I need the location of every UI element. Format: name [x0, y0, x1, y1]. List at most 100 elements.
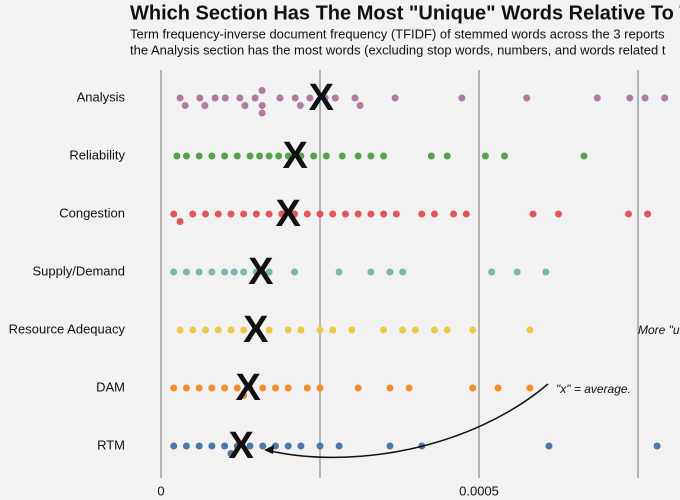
dot [338, 152, 346, 160]
y-label: DAM [96, 379, 125, 394]
dot [284, 326, 292, 334]
dot [341, 210, 349, 218]
subtitle: the Analysis section has the most words … [130, 42, 666, 57]
dot [271, 384, 279, 392]
dot [303, 210, 311, 218]
subtitle: Term frequency-inverse document frequenc… [130, 26, 665, 41]
dot [202, 210, 210, 218]
dot [258, 87, 266, 94]
dot [291, 94, 299, 102]
annotation: "x" = average. [556, 382, 631, 396]
dot [348, 326, 356, 334]
dot [399, 326, 407, 334]
dot [644, 210, 652, 218]
dot [418, 210, 426, 218]
dot [405, 384, 413, 392]
dot [195, 268, 203, 276]
dot [316, 210, 324, 218]
dot [296, 102, 304, 109]
dot [195, 152, 203, 160]
dot [335, 442, 343, 450]
dot [284, 384, 292, 392]
average-marker: X [243, 309, 269, 351]
dot [481, 152, 489, 160]
dot [354, 384, 362, 392]
x-tick-label: 0.0005 [459, 483, 499, 498]
dot [265, 268, 273, 276]
dot [310, 152, 318, 160]
dot [386, 384, 394, 392]
dot [450, 210, 458, 218]
dot [653, 442, 661, 450]
dot [443, 326, 451, 334]
dot [284, 442, 292, 450]
dot [523, 94, 531, 102]
dot [170, 384, 178, 392]
dot [367, 268, 375, 276]
dot [380, 152, 388, 160]
dot [624, 210, 632, 218]
average-marker: X [283, 135, 309, 177]
dot [322, 152, 330, 160]
y-label: Analysis [77, 89, 126, 104]
dot [201, 102, 209, 109]
dot [176, 326, 184, 334]
dot [170, 210, 178, 218]
dot [208, 442, 216, 450]
dot [240, 268, 248, 276]
dot [291, 268, 299, 276]
dot [367, 152, 375, 160]
dot [469, 326, 477, 334]
dot [331, 94, 339, 102]
dot [258, 102, 266, 109]
dot [392, 210, 400, 218]
dot [196, 94, 204, 102]
dot [236, 94, 244, 102]
dot [214, 210, 222, 218]
dot [189, 210, 197, 218]
dot [494, 384, 502, 392]
dot [240, 392, 248, 399]
dot [329, 326, 337, 334]
dot [221, 442, 229, 450]
dot [259, 442, 267, 450]
average-marker: X [309, 77, 335, 119]
dot [462, 210, 470, 218]
dot [189, 326, 197, 334]
dot [182, 384, 190, 392]
dot [170, 442, 178, 450]
dot [351, 94, 359, 102]
annotation-arrow [265, 383, 549, 459]
dot [297, 326, 305, 334]
dot [469, 384, 477, 392]
dot [555, 210, 563, 218]
dot [411, 326, 419, 334]
dot [246, 384, 254, 392]
dot [391, 94, 399, 102]
dot [661, 94, 669, 102]
dot [443, 152, 451, 160]
dot [316, 442, 324, 450]
dot [386, 268, 394, 276]
dot [251, 94, 259, 102]
dot [170, 268, 178, 276]
dot [173, 152, 181, 160]
dot [241, 102, 249, 109]
dot [297, 442, 305, 450]
y-label: Supply/Demand [33, 263, 126, 278]
dot [488, 268, 496, 276]
dot [246, 442, 254, 450]
dot [545, 442, 553, 450]
y-label: Congestion [59, 205, 125, 220]
y-label: Reliability [69, 147, 125, 162]
dot [626, 94, 634, 102]
dot [356, 102, 364, 109]
dot [529, 210, 537, 218]
dot [227, 450, 235, 457]
dot [227, 210, 235, 218]
dot [214, 326, 222, 334]
dot [182, 268, 190, 276]
dot [265, 152, 273, 160]
